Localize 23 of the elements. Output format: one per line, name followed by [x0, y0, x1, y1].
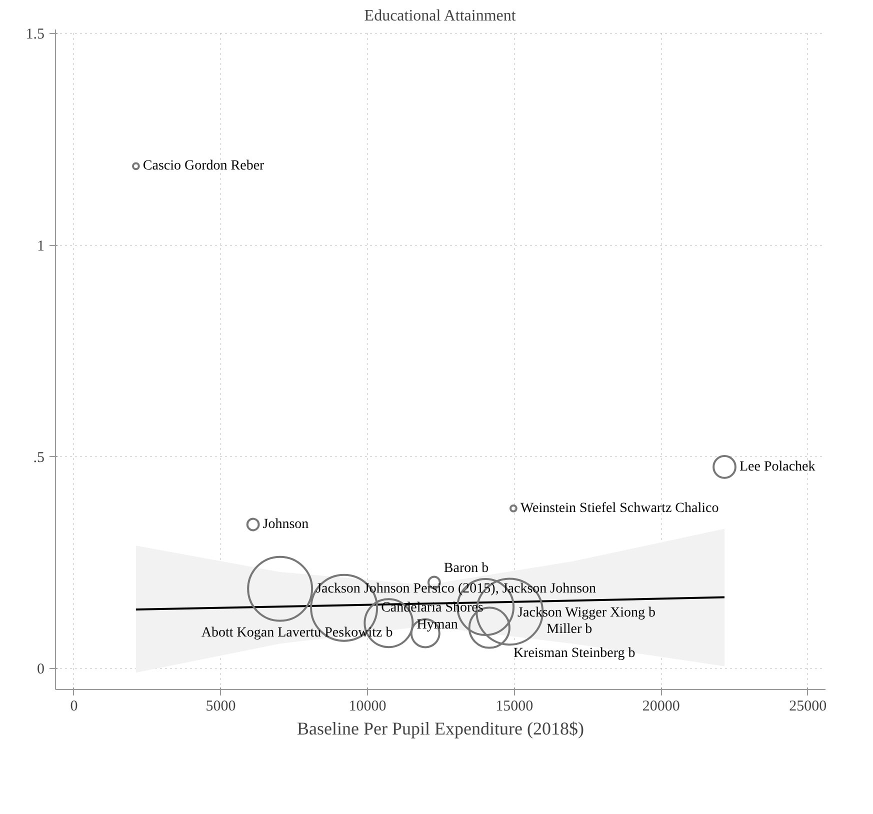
x-tick-label: 15000 [496, 698, 534, 714]
annotation: Johnson [262, 517, 309, 532]
annotation: Miller b [546, 622, 592, 638]
annotation: Hyman [416, 618, 458, 633]
y-tick-label: 1.5 [26, 26, 44, 43]
x-tick-label: 10000 [348, 698, 386, 714]
annotation: Jackson Wigger Xiong b [518, 606, 656, 620]
y-tick-label: 1 [37, 238, 44, 254]
x-axis-title: Baseline Per Pupil Expenditure (2018$) [297, 718, 584, 738]
annotation: Baron b [444, 560, 489, 576]
y-tick-label: .5 [33, 450, 44, 466]
annotation: Cascio Gordon Reber [142, 158, 265, 174]
annotation: Lee Polachek [739, 459, 816, 474]
annotation: Weinstein Stiefel Schwartz Chalico [520, 500, 719, 516]
x-tick-label: 5000 [206, 698, 236, 714]
x-tick-label: 0 [70, 698, 78, 714]
chart-title: Educational Attainment [364, 8, 516, 24]
y-tick-label: 0 [37, 661, 44, 678]
x-tick-label: 25000 [789, 698, 827, 714]
x-tick-label: 20000 [642, 698, 680, 714]
annotation: Kreisman Steinberg b [513, 646, 636, 662]
annotation: Abott Kogan Lavertu Peskowitz b [201, 626, 393, 641]
annotation: Jackson Johnson Persico (2015), Jackson Johnson [316, 581, 596, 596]
